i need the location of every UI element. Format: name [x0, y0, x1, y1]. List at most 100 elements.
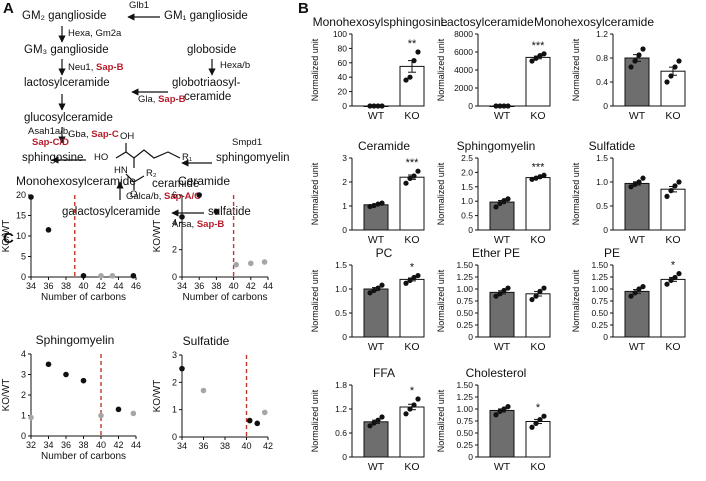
y-tick-label: 1.8	[335, 380, 347, 390]
y-axis-label: KO/WT	[152, 220, 163, 253]
dot-ko	[676, 58, 682, 64]
x-tick-label: KO	[404, 341, 419, 353]
y-tick-label: 1.0	[461, 196, 473, 206]
point-gray	[200, 387, 207, 394]
sphingomyelin-substrate: sphingomyelin	[216, 152, 290, 164]
bar-wt	[489, 409, 515, 458]
y-tick-label: 0	[468, 332, 473, 342]
bar-ko	[399, 176, 425, 231]
dot-wt	[640, 46, 646, 52]
dot-ko	[668, 73, 674, 79]
x-tick-label: WT	[629, 341, 646, 353]
dot-ko	[407, 175, 413, 181]
dot-wt	[375, 285, 381, 291]
y-tick-label: 4	[21, 349, 26, 359]
y-tick-label: 1.5	[335, 260, 347, 270]
y-axis-label: Normalized unit	[436, 269, 446, 332]
point-black	[80, 272, 87, 279]
panel-label-c: C	[3, 230, 14, 247]
dot-wt	[379, 103, 385, 109]
bar-wt	[624, 182, 650, 231]
dot-ko	[537, 416, 543, 423]
y-tick-label: 0.25	[591, 320, 608, 330]
y-tick-label: 2.0	[461, 167, 473, 177]
point-black	[63, 371, 69, 378]
y-tick-label: 0	[468, 101, 473, 111]
x-tick-label: 36	[194, 281, 204, 291]
dot-wt	[493, 204, 499, 210]
x-tick-label: 34	[26, 281, 36, 291]
y-tick-label: 1.2	[335, 404, 347, 414]
x-tick-label: WT	[629, 110, 646, 122]
significance-marker: ***	[532, 161, 546, 173]
dot-wt	[636, 179, 642, 185]
dot-ko	[411, 274, 417, 281]
point-black	[254, 420, 261, 427]
dot-ko	[672, 274, 678, 281]
chart-title: Sulfatide	[589, 139, 636, 153]
bar-ko	[660, 188, 686, 231]
dot-wt	[371, 202, 377, 209]
significance-marker: *	[410, 262, 415, 274]
y-tick-label: 60	[338, 58, 348, 68]
bar-ko	[660, 278, 686, 338]
x-tick-label: KO	[404, 461, 419, 473]
chart-title: Cholesterol	[466, 366, 527, 380]
point-gray	[109, 272, 116, 279]
y-tick-label: 0	[172, 272, 177, 282]
x-tick-label: KO	[404, 110, 419, 122]
bar-wt	[489, 291, 515, 338]
dot-ko	[664, 193, 670, 199]
x-tick-label: 44	[131, 440, 141, 450]
y-tick-label: 2	[21, 390, 26, 400]
significance-marker: *	[536, 402, 541, 414]
point-black	[80, 377, 87, 384]
y-tick-label: 1.25	[456, 392, 473, 402]
enzyme-asah: Asah1a/b,	[28, 126, 71, 137]
y-tick-label: 1.25	[591, 272, 608, 282]
dot-wt	[505, 103, 511, 109]
struct-r1: R₁	[182, 152, 193, 163]
y-tick-label: 1.00	[591, 284, 608, 294]
struct-o: O	[130, 189, 138, 200]
y-tick-label: 6	[172, 190, 177, 200]
bar-wt	[363, 288, 389, 338]
y-tick-label: 5	[21, 252, 26, 262]
dot-ko	[533, 420, 539, 426]
y-tick-label: 1	[172, 405, 177, 415]
y-tick-label: 0	[603, 225, 608, 235]
point-black	[115, 406, 122, 413]
enzyme-arsa: Arsa, Sap-B	[172, 219, 225, 230]
y-tick-label: 0.5	[596, 201, 608, 211]
point-black	[45, 361, 52, 368]
dot-wt	[371, 103, 377, 109]
x-tick-label: 34	[43, 440, 53, 450]
x-tick-label: WT	[494, 461, 511, 473]
y-tick-label: 20	[16, 190, 26, 200]
y-tick-label: 0	[21, 431, 26, 441]
point-gray	[98, 272, 104, 279]
point-black	[28, 194, 34, 200]
x-tick-label: 40	[78, 281, 88, 291]
dot-wt	[493, 293, 499, 299]
chart-title: Monohexosylceramide	[534, 15, 654, 29]
dot-ko	[668, 277, 674, 283]
y-tick-label: 100	[333, 29, 347, 39]
enzyme-hexa-gm2a: Hexa, Gm2a	[68, 28, 122, 39]
dot-wt	[501, 406, 507, 412]
dot-wt	[632, 290, 638, 296]
dot-ko	[403, 411, 409, 417]
dot-wt	[493, 412, 499, 418]
y-axis-label: Normalized unit	[310, 269, 320, 332]
x-tick-label: 40	[96, 440, 106, 450]
x-tick-label: KO	[530, 110, 545, 122]
dot-ko	[541, 172, 547, 178]
enzyme-galca: Galca/b, Sap-A/C	[126, 191, 201, 202]
significance-marker: ***	[406, 157, 420, 169]
bar-wt	[363, 204, 389, 231]
pathway-arrows	[51, 13, 216, 217]
y-tick-label: 1.50	[591, 260, 608, 270]
dot-ko	[533, 175, 539, 181]
x-tick-label: KO	[404, 234, 419, 246]
chart-title: Monohexosylsphingosine	[313, 15, 448, 29]
